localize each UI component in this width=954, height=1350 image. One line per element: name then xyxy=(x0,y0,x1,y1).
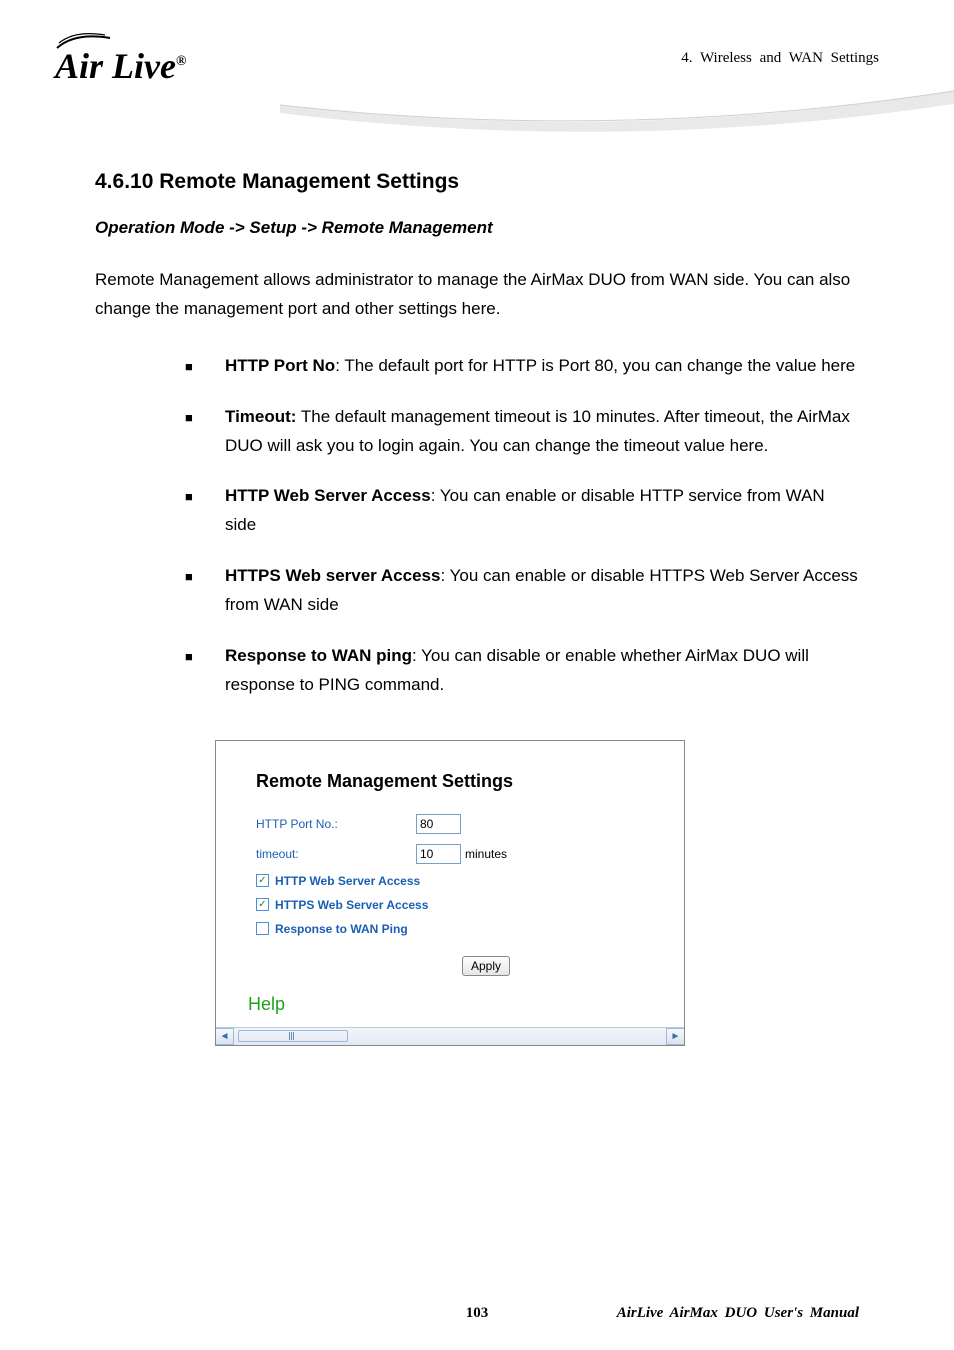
bullet-text: Response to WAN ping: You can disable or… xyxy=(225,642,859,700)
bullet-icon: ■ xyxy=(185,562,225,620)
list-item: ■ Timeout: The default management timeou… xyxy=(185,403,859,461)
breadcrumb: Operation Mode -> Setup -> Remote Manage… xyxy=(95,218,859,238)
bullet-icon: ■ xyxy=(185,642,225,700)
apply-row: Apply xyxy=(316,956,656,976)
timeout-label: timeout: xyxy=(256,847,416,861)
list-item: ■ HTTP Port No: The default port for HTT… xyxy=(185,352,859,381)
https-access-label: HTTPS Web Server Access xyxy=(275,898,428,912)
wan-ping-label: Response to WAN Ping xyxy=(275,922,408,936)
http-access-row: ✓ HTTP Web Server Access xyxy=(256,874,656,888)
scroll-thumb[interactable] xyxy=(238,1030,348,1042)
wan-ping-checkbox[interactable] xyxy=(256,922,269,935)
list-item: ■ HTTP Web Server Access: You can enable… xyxy=(185,482,859,540)
bullet-list: ■ HTTP Port No: The default port for HTT… xyxy=(95,352,859,700)
bullet-icon: ■ xyxy=(185,352,225,381)
http-port-label: HTTP Port No.: xyxy=(256,817,416,831)
chapter-label: 4. Wireless and WAN Settings xyxy=(681,50,879,67)
list-item: ■ HTTPS Web server Access: You can enabl… xyxy=(185,562,859,620)
https-access-checkbox[interactable]: ✓ xyxy=(256,898,269,911)
page-header: Air Live® 4. Wireless and WAN Settings xyxy=(0,0,954,140)
scroll-right-icon[interactable]: ► xyxy=(666,1028,684,1045)
bullet-text: Timeout: The default management timeout … xyxy=(225,403,859,461)
wan-ping-row: Response to WAN Ping xyxy=(256,922,656,936)
apply-button[interactable]: Apply xyxy=(462,956,510,976)
bullet-icon: ■ xyxy=(185,482,225,540)
http-port-row: HTTP Port No.: xyxy=(256,814,656,834)
page-content: 4.6.10 Remote Management Settings Operat… xyxy=(0,140,954,1046)
help-link[interactable]: Help xyxy=(248,994,656,1015)
intro-paragraph: Remote Management allows administrator t… xyxy=(95,266,859,324)
scroll-track[interactable] xyxy=(234,1028,666,1045)
bullet-text: HTTP Web Server Access: You can enable o… xyxy=(225,482,859,540)
embedded-screenshot: Remote Management Settings HTTP Port No.… xyxy=(215,740,685,1046)
page-number: 103 xyxy=(466,1305,489,1322)
brand-logo: Air Live® xyxy=(55,45,186,87)
registered-icon: ® xyxy=(176,54,186,69)
list-item: ■ Response to WAN ping: You can disable … xyxy=(185,642,859,700)
logo-text: Air Live xyxy=(55,46,176,86)
timeout-input[interactable] xyxy=(416,844,461,864)
horizontal-scrollbar[interactable]: ◄ ► xyxy=(216,1027,684,1045)
http-port-input[interactable] xyxy=(416,814,461,834)
panel-title: Remote Management Settings xyxy=(256,771,656,792)
timeout-unit: minutes xyxy=(465,847,507,861)
bullet-text: HTTP Port No: The default port for HTTP … xyxy=(225,352,859,381)
header-swoosh-icon xyxy=(280,85,954,145)
section-title: 4.6.10 Remote Management Settings xyxy=(95,170,859,194)
bullet-icon: ■ xyxy=(185,403,225,461)
bullet-text: HTTPS Web server Access: You can enable … xyxy=(225,562,859,620)
http-access-checkbox[interactable]: ✓ xyxy=(256,874,269,887)
https-access-row: ✓ HTTPS Web Server Access xyxy=(256,898,656,912)
scroll-left-icon[interactable]: ◄ xyxy=(216,1028,234,1045)
timeout-row: timeout: minutes xyxy=(256,844,656,864)
manual-title: AirLive AirMax DUO User's Manual xyxy=(617,1305,859,1322)
http-access-label: HTTP Web Server Access xyxy=(275,874,420,888)
